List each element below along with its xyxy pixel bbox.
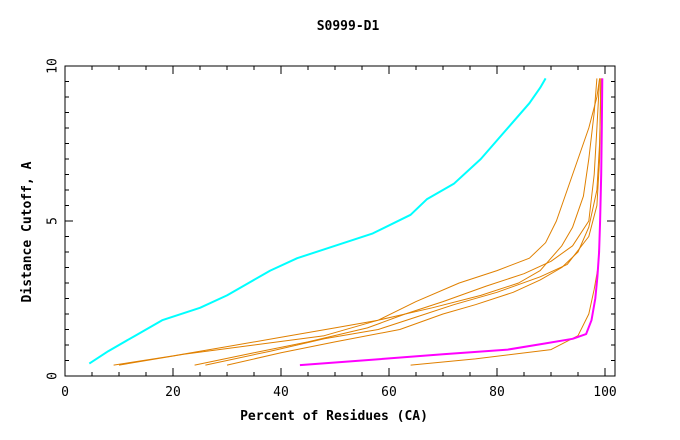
chart-title: S0999-D1: [317, 19, 380, 34]
series-line-1-cyan: [88, 77, 547, 365]
series-line-8-magenta: [299, 78, 604, 367]
series-group: [88, 77, 604, 367]
y-tick-labels: 0 5 10: [46, 58, 61, 380]
y-axis-label: Distance Cutoff, A: [20, 161, 35, 302]
x-tick-label: 20: [165, 385, 181, 400]
x-tick-label: 60: [381, 385, 397, 400]
y-tick-label: 0: [46, 372, 61, 380]
series-line-3-orange: [118, 78, 601, 366]
series-line-7-orange: [410, 78, 603, 366]
x-tick-label: 100: [593, 385, 616, 400]
axis-ticks: [64, 65, 615, 377]
series-line-6-orange: [226, 78, 602, 366]
y-tick-label: 10: [46, 58, 61, 74]
x-axis-label: Percent of Residues (CA): [240, 409, 428, 424]
x-tick-label: 0: [61, 385, 69, 400]
x-tick-labels: 0 20 40 60 80 100: [61, 385, 617, 400]
x-tick-label: 80: [489, 385, 505, 400]
x-tick-label: 40: [273, 385, 289, 400]
series-line-4-orange: [194, 78, 601, 366]
series-line-2-orange: [113, 78, 598, 366]
series-line-5-orange: [205, 78, 602, 366]
y-tick-label: 5: [46, 217, 61, 225]
